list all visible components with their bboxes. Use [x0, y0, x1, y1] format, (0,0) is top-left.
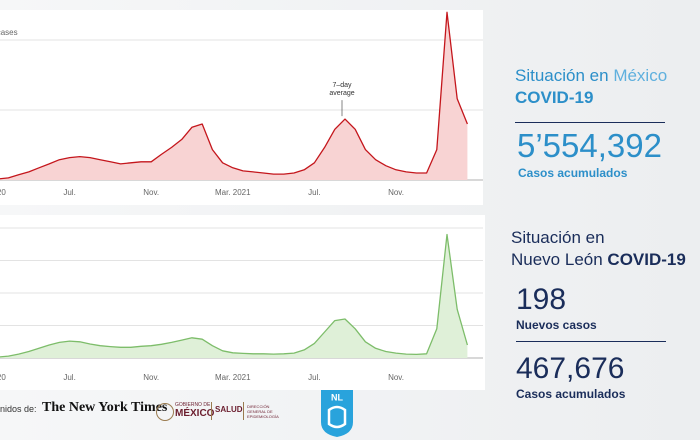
x-tick-label: Mar. 2021 — [215, 373, 251, 382]
source-label: nidos de: — [0, 404, 37, 414]
x-tick-label: Mar. 2021 — [215, 188, 251, 197]
divider — [516, 341, 666, 342]
nl-subtitle: COVID-19 — [607, 250, 686, 269]
mexico-title-wrap: Situación en México — [515, 66, 667, 86]
mexico-total-label: Casos acumulados — [518, 166, 628, 180]
x-tick-label: Mar. 2020 — [0, 373, 6, 382]
x-tick-label: Nov. — [143, 188, 159, 197]
nl-total: 467,676 — [516, 352, 625, 385]
x-tick-label: Jul. — [308, 188, 320, 197]
salud: SALUD — [215, 405, 243, 414]
y-tick-label: 40,000 cases — [0, 28, 18, 37]
x-tick-label: Jul. — [63, 188, 75, 197]
divider — [515, 122, 665, 123]
nl-emblem — [327, 405, 347, 429]
mexico-place: México — [613, 66, 668, 85]
x-tick-label: Nov. — [388, 373, 404, 382]
line — [0, 11, 469, 180]
line — [0, 233, 469, 358]
x-tick-label: Mar. 2020 — [0, 188, 6, 197]
nyt-logo: The New York Times — [42, 400, 168, 415]
seal — [156, 403, 174, 421]
x-tick-label: Jul. — [63, 373, 75, 382]
mexico-subtitle: COVID-19 — [515, 88, 594, 107]
separator — [243, 402, 244, 420]
nuevo-leon-chart: Mar. 2020 Jul. Nov. Mar. 2021 Jul. Nov. — [0, 215, 485, 390]
nl-logo: NL — [321, 390, 353, 437]
nl-title-1: Situación en — [511, 228, 605, 247]
separator — [211, 402, 212, 420]
nl-new: 198 — [516, 283, 567, 316]
annotation: 7–day — [332, 82, 352, 89]
mexico-chart: 20,00040,000 casesMar. 2020Jul.Nov.Mar. … — [0, 10, 483, 205]
gob-1: GOBIERNO DE — [175, 402, 211, 408]
area-fill — [0, 12, 468, 180]
nl-title-2: Nuevo León — [511, 250, 603, 269]
dge: DIRECCIÓN GENERAL DE EPIDEMIOLOGÍA — [247, 404, 279, 419]
x-tick-label: Nov. — [388, 188, 404, 197]
area-fill — [0, 234, 468, 358]
nl-logo-text: NL — [331, 392, 343, 402]
annotation: average — [329, 90, 354, 97]
x-tick-label: Jul. — [308, 373, 320, 382]
nl-title-2-wrap: Nuevo León COVID-19 — [511, 250, 686, 270]
mexico-total: 5’554,392 — [517, 127, 662, 164]
mexico-title: Situación en — [515, 66, 609, 85]
x-tick-label: Nov. — [143, 373, 159, 382]
nl-new-label: Nuevos casos — [516, 318, 597, 332]
gob-2: MÉXICO — [175, 408, 215, 419]
nl-total-label: Casos acumulados — [516, 387, 626, 401]
